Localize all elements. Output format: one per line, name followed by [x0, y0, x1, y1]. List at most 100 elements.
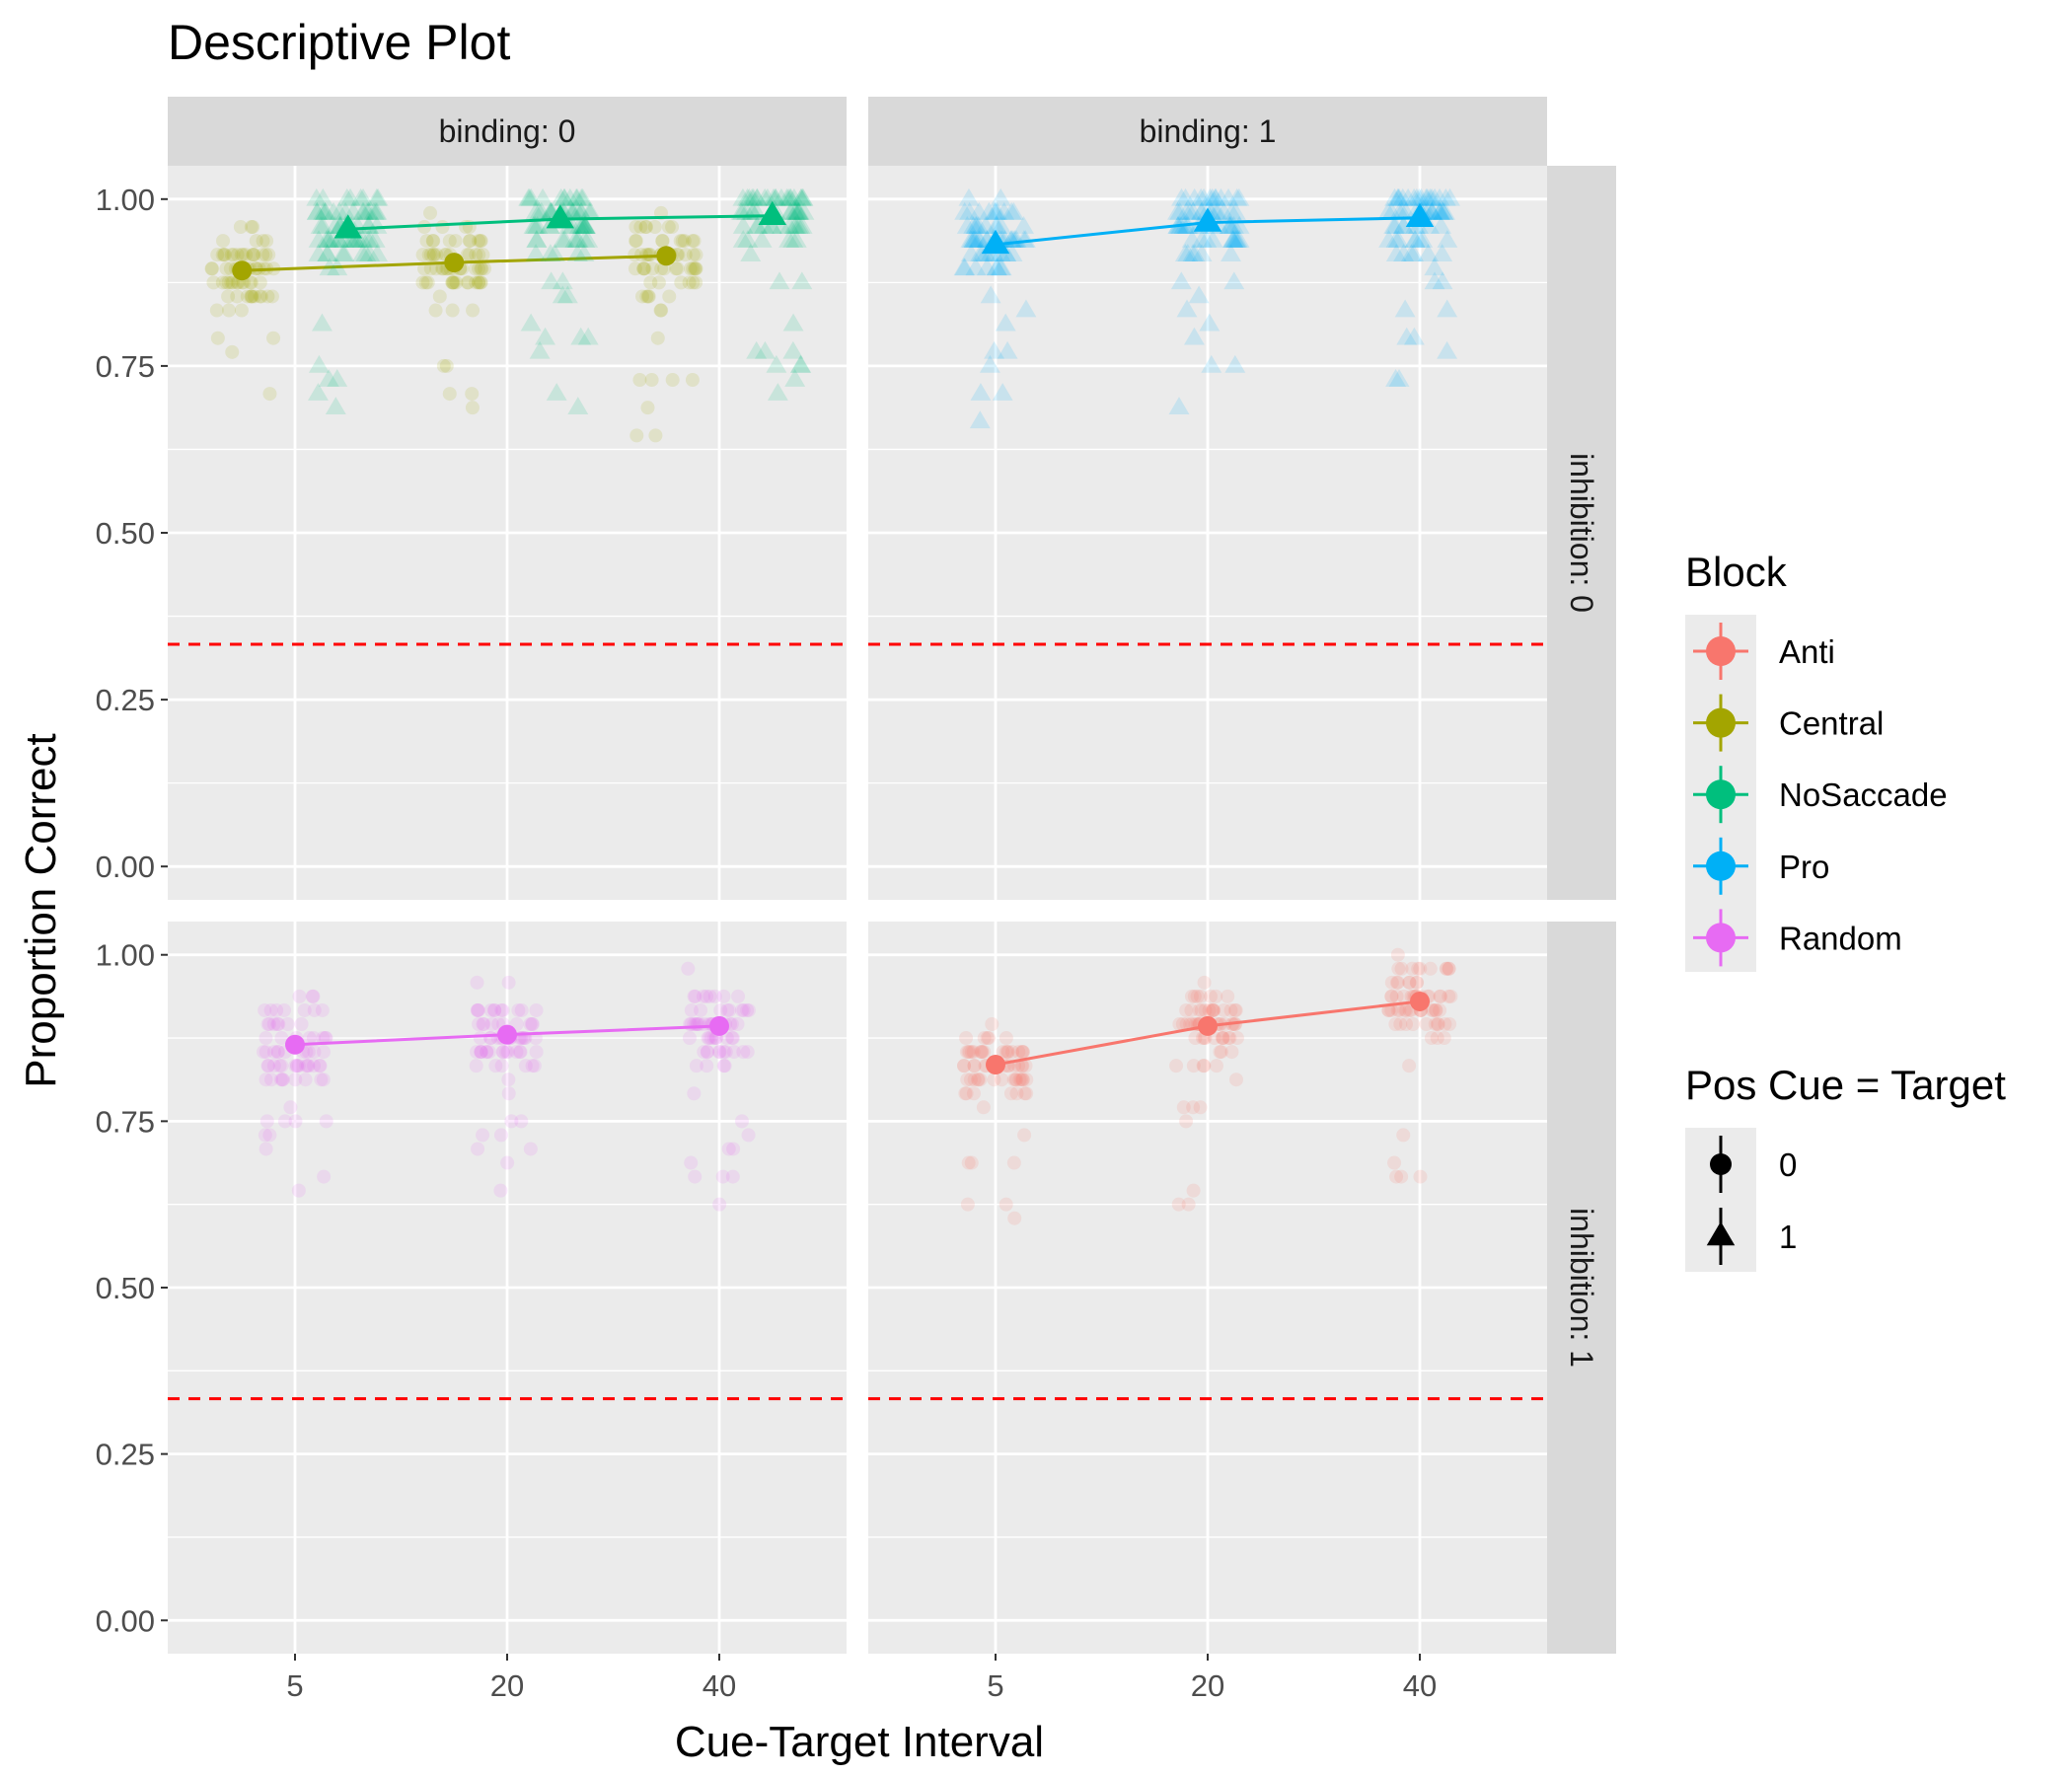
raw-point	[541, 271, 562, 290]
raw-point	[1377, 201, 1399, 220]
raw-point	[298, 1073, 313, 1087]
legend-item-central: Central	[1693, 694, 1884, 752]
raw-point	[629, 220, 643, 234]
raw-point	[244, 289, 259, 304]
raw-point	[1218, 187, 1239, 206]
raw-point	[1224, 230, 1246, 248]
raw-point	[675, 234, 690, 249]
raw-point	[473, 275, 487, 290]
raw-point	[1384, 989, 1399, 1003]
raw-point	[1190, 989, 1205, 1003]
raw-point	[566, 244, 588, 262]
raw-point	[425, 234, 440, 249]
raw-point	[1224, 201, 1246, 220]
raw-point	[689, 261, 703, 276]
raw-point	[363, 201, 385, 220]
raw-point	[970, 383, 992, 401]
raw-point	[499, 1045, 514, 1060]
raw-point	[520, 187, 542, 206]
raw-point	[730, 1016, 745, 1031]
raw-point	[359, 244, 381, 262]
raw-point	[734, 1002, 749, 1017]
raw-point	[1006, 1155, 1021, 1170]
raw-point	[995, 313, 1016, 332]
raw-point	[1384, 975, 1399, 990]
raw-point	[307, 383, 329, 401]
raw-point	[633, 220, 648, 234]
raw-point	[1413, 961, 1428, 976]
raw-point	[694, 1002, 708, 1017]
raw-point	[792, 187, 813, 206]
raw-point	[644, 373, 659, 387]
mean-point	[333, 214, 362, 239]
raw-point	[690, 1016, 704, 1031]
raw-point	[686, 234, 701, 249]
raw-point	[1000, 1045, 1015, 1060]
raw-point	[570, 187, 592, 206]
raw-point	[1171, 187, 1192, 206]
raw-point	[1396, 1128, 1411, 1143]
y-tick-label: 1.00	[96, 183, 155, 217]
raw-point	[239, 248, 254, 262]
y-tick-label: 0.50	[96, 516, 155, 551]
raw-point	[700, 1045, 714, 1060]
raw-point	[270, 1016, 285, 1031]
raw-point	[628, 248, 642, 262]
raw-point	[504, 1114, 519, 1129]
raw-point	[640, 289, 655, 304]
raw-point	[340, 230, 361, 248]
raw-point	[1222, 230, 1244, 248]
raw-point	[985, 216, 1006, 234]
y-tick-label: 0.00	[96, 1603, 155, 1638]
y-tick-label: 0.00	[96, 850, 155, 884]
raw-point	[352, 244, 374, 262]
legend-title-pos-cue: Pos Cue = Target	[1685, 1062, 2006, 1108]
raw-point	[1387, 187, 1409, 206]
raw-point	[509, 1045, 524, 1060]
raw-point	[1206, 1002, 1221, 1017]
raw-point	[957, 1059, 972, 1073]
raw-point	[1430, 1016, 1444, 1031]
raw-point	[1391, 201, 1413, 220]
raw-point	[1384, 989, 1399, 1003]
raw-point	[1205, 1002, 1220, 1017]
raw-point	[432, 289, 447, 304]
raw-point	[1223, 1002, 1238, 1017]
raw-point	[1009, 1086, 1024, 1101]
raw-point	[1200, 187, 1221, 206]
x-tick-label: 20	[1191, 1668, 1224, 1703]
raw-point	[959, 1031, 974, 1046]
raw-point	[711, 1045, 726, 1060]
raw-point	[992, 383, 1013, 401]
raw-point	[262, 1128, 277, 1143]
raw-point	[969, 410, 991, 429]
raw-point	[685, 373, 700, 387]
raw-point	[263, 1002, 278, 1017]
raw-point	[481, 1045, 496, 1060]
raw-point	[639, 289, 654, 304]
raw-point	[1391, 961, 1406, 976]
raw-point	[986, 258, 1007, 276]
raw-point	[975, 1045, 990, 1060]
raw-point	[258, 1002, 272, 1017]
raw-point	[1184, 989, 1199, 1003]
raw-point	[1170, 271, 1192, 290]
raw-point	[1007, 1211, 1022, 1225]
raw-point	[471, 261, 485, 276]
raw-point	[766, 354, 787, 373]
raw-point	[226, 248, 241, 262]
raw-point	[1383, 216, 1405, 234]
raw-point	[1184, 187, 1206, 206]
raw-point	[787, 201, 809, 220]
raw-point	[767, 383, 788, 401]
raw-point	[787, 201, 809, 220]
raw-point	[700, 1059, 714, 1073]
raw-point	[1387, 1155, 1402, 1170]
raw-point	[1402, 975, 1417, 990]
raw-point	[1176, 299, 1198, 318]
raw-point	[990, 187, 1011, 206]
raw-point	[665, 220, 680, 234]
raw-point	[650, 331, 665, 345]
raw-point	[234, 303, 249, 318]
raw-point	[1423, 961, 1438, 976]
